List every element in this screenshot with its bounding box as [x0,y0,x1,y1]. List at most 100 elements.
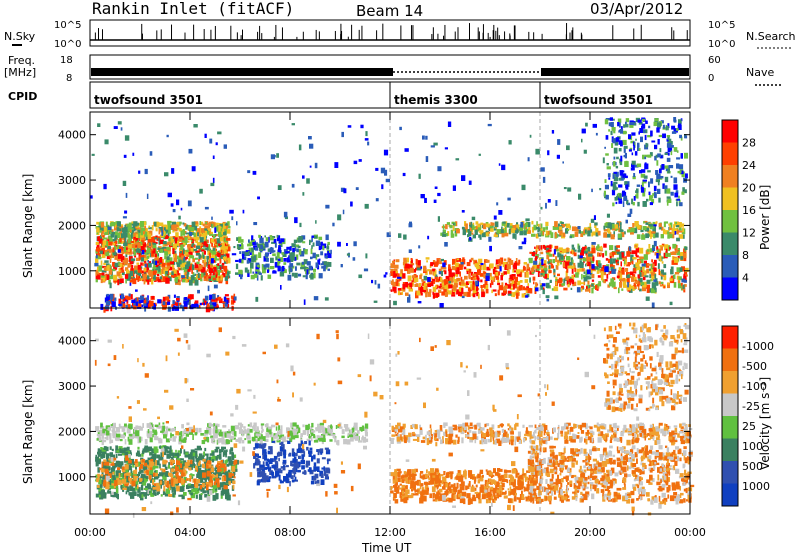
range-cell [208,456,211,463]
range-cell [252,271,255,274]
range-cell [223,232,226,236]
range-cell [172,460,175,464]
range-cell [622,277,626,282]
range-cell [180,466,184,470]
range-cell [94,262,99,267]
range-cell [631,260,634,265]
range-cell [255,296,259,302]
range-cell [226,246,231,252]
range-cell [226,259,228,264]
range-cell [108,485,113,488]
range-cell [169,266,173,271]
range-cell [577,254,580,259]
range-cell [663,185,668,189]
range-cell [153,483,157,487]
range-cell [143,221,147,226]
range-cell [623,145,628,149]
range-cell [401,291,403,295]
range-cell [109,452,113,457]
range-cell [669,145,674,148]
range-cell [404,148,409,152]
range-cell [223,446,226,450]
range-cell [278,258,281,261]
range-cell [425,135,428,140]
nsearch-label: N.Search [746,30,796,43]
range-cell [147,233,152,239]
range-cell [632,257,637,260]
range-cell [265,237,269,242]
range-cell [471,216,476,221]
range-cell [195,465,198,470]
range-cell [571,244,575,248]
range-cell [483,262,486,267]
range-cell [513,262,517,269]
range-cell [606,273,609,279]
range-cell [466,270,469,275]
range-cell [152,472,156,477]
range-cell [663,285,666,289]
range-cell [269,235,273,238]
range-cell [557,229,562,233]
range-cell [193,488,197,493]
range-cell [204,259,207,263]
range-cell [680,136,683,141]
range-cell [664,176,669,183]
range-cell [185,232,190,235]
range-cell [351,427,355,433]
range-cell [213,222,217,227]
range-cell [179,221,182,225]
range-cell [381,184,384,190]
range-cell [380,167,386,174]
range-cell [434,270,437,275]
range-cell [168,237,171,242]
range-cell [272,253,276,257]
range-cell [586,255,591,262]
range-cell [207,465,211,472]
range-cell [222,448,225,451]
range-cell [542,231,545,236]
range-cell [323,265,326,268]
range-cell [99,255,101,258]
range-cell [106,224,109,228]
range-cell [646,143,649,147]
range-cell [195,483,199,488]
range-cell [205,306,211,313]
range-cell [214,487,218,491]
range-cell [121,227,126,232]
range-cell [665,125,668,131]
y-tick-label: 2000 [58,219,86,232]
range-cell [170,474,173,479]
range-cell [157,437,161,441]
range-cell [103,183,107,190]
range-cell [200,221,204,226]
range-cell [116,232,121,239]
range-cell [240,244,244,250]
range-cell [143,267,147,272]
range-cell [120,293,124,300]
range-cell [197,272,200,279]
range-cell [392,279,394,285]
range-cell [425,292,428,298]
range-cell [105,252,110,257]
range-cell [197,468,200,475]
range-cell [174,306,179,311]
range-cell [123,428,126,432]
range-cell [136,473,140,478]
range-cell [217,252,221,257]
range-cell [166,450,172,454]
range-cell [535,282,538,288]
range-cell [103,266,109,271]
range-cell [212,451,215,456]
range-cell [649,274,651,279]
range-cell [222,459,224,466]
range-cell [140,464,143,469]
range-cell [211,276,213,281]
range-cell [302,241,306,244]
range-cell [104,274,109,279]
range-cell [215,478,220,483]
range-cell [670,269,673,275]
range-cell [571,274,575,281]
y-tick-label: 1000 [58,265,86,278]
range-cell [178,279,181,286]
